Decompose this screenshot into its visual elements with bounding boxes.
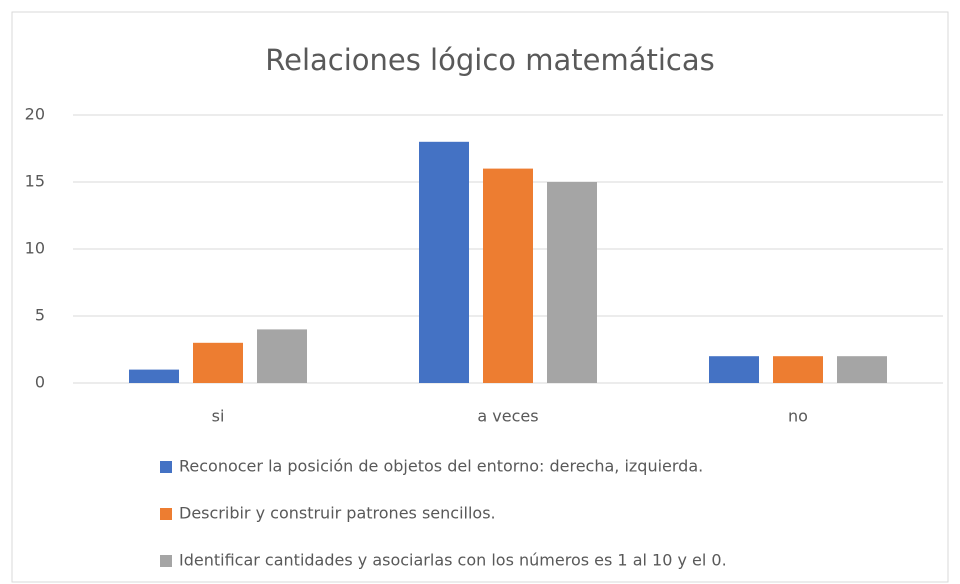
legend-label: Identificar cantidades y asociarlas con …	[179, 551, 727, 570]
bar	[773, 356, 823, 383]
bar	[193, 342, 243, 383]
legend-label: Reconocer la posición de objetos del ent…	[179, 457, 703, 476]
x-tick-label: a veces	[477, 407, 538, 426]
legend-swatch	[160, 461, 172, 473]
bar	[837, 356, 887, 383]
bar	[547, 182, 597, 383]
y-tick-label: 20	[25, 105, 45, 124]
y-tick-label: 10	[25, 239, 45, 258]
chart-title: Relaciones lógico matemáticas	[265, 43, 715, 77]
y-tick-label: 15	[25, 172, 45, 191]
legend-swatch	[160, 555, 172, 567]
bar	[709, 356, 759, 383]
bar	[483, 168, 533, 383]
legend-label: Describir y construir patrones sencillos…	[179, 504, 496, 523]
legend-swatch	[160, 508, 172, 520]
y-tick-label: 5	[35, 306, 45, 325]
chart-border	[11, 11, 949, 583]
bar	[257, 329, 307, 383]
x-tick-label: si	[212, 407, 225, 426]
y-tick-label: 0	[35, 373, 45, 392]
bar	[419, 141, 469, 383]
bar	[129, 369, 179, 383]
x-tick-label: no	[788, 407, 808, 426]
